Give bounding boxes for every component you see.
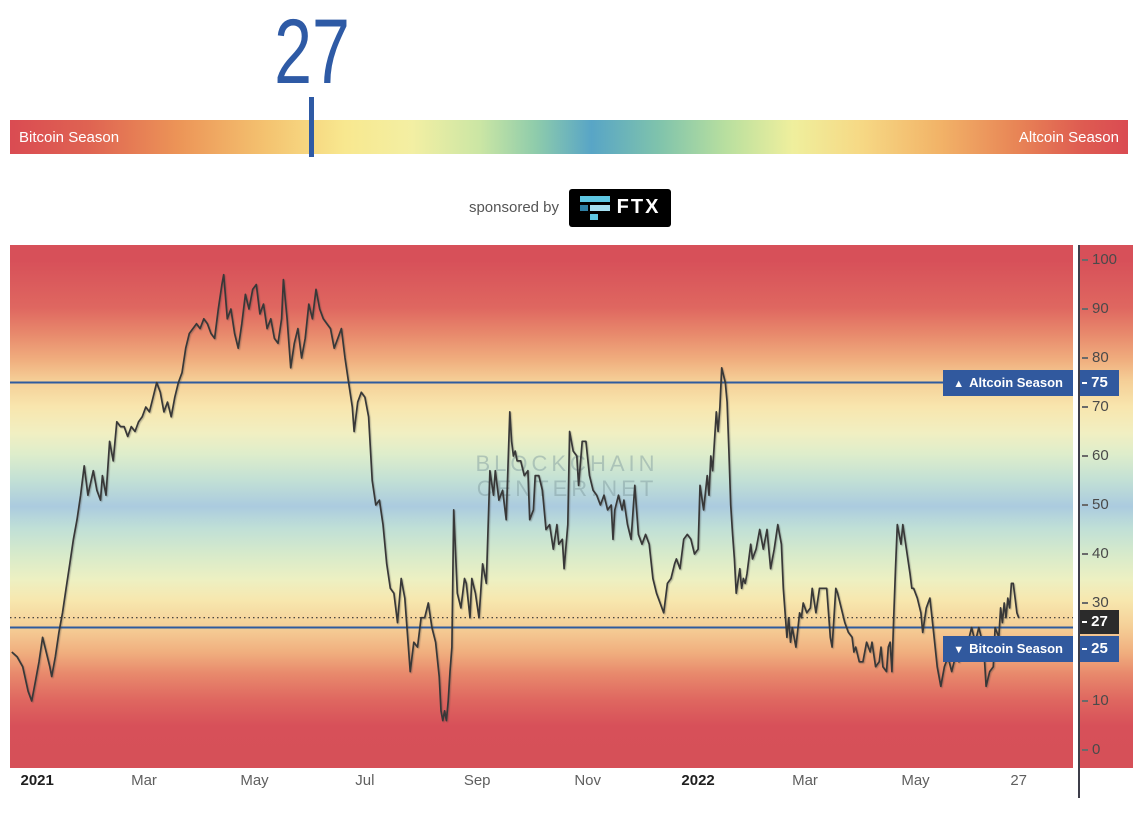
y-tick-mark: [1082, 602, 1088, 604]
bitcoin-season-threshold-label: ▼ Bitcoin Season: [943, 635, 1073, 662]
y-tick-label: 60: [1092, 447, 1109, 464]
x-tick-label: May: [240, 772, 269, 789]
up-triangle-icon: ▲: [953, 377, 965, 390]
x-tick-label: May: [901, 772, 930, 789]
altcoin-threshold-text: Altcoin Season: [969, 374, 1063, 390]
y-tick-mark: [1082, 553, 1088, 555]
sponsored-by-text: sponsored by: [468, 199, 560, 216]
down-triangle-icon: ▼: [953, 643, 965, 656]
season-gauge: Bitcoin Season Altcoin Season: [10, 120, 1128, 154]
x-tick-label: Mar: [131, 772, 157, 789]
y-tick-mark: [1082, 455, 1088, 457]
y-tick-label: 0: [1092, 741, 1101, 758]
y-tick-label: 100: [1092, 251, 1118, 268]
x-tick-label: 2022: [681, 772, 715, 789]
ftx-logo-text: FTX: [616, 196, 661, 218]
current-value-chip: 27: [1080, 609, 1119, 634]
x-tick-label: 27: [1010, 772, 1028, 789]
y-tick-label: 10: [1092, 692, 1109, 709]
x-tick-label: 2021: [20, 772, 54, 789]
axis-gap: [1073, 245, 1080, 768]
y-tick-mark: [1082, 504, 1088, 506]
y-tick-mark: [1082, 357, 1088, 359]
series-line: [11, 273, 1020, 722]
x-tick-label: Jul: [355, 772, 375, 789]
x-tick-label: Mar: [792, 772, 818, 789]
y-tick-mark: [1082, 749, 1088, 751]
y-tick-label: 80: [1092, 349, 1109, 366]
x-tick-label: Nov: [574, 772, 602, 789]
axis-background-strip: [1080, 245, 1133, 768]
y-axis-line: [1078, 245, 1080, 798]
bitcoin-threshold-text: Bitcoin Season: [969, 640, 1063, 656]
x-tick-label: Sep: [463, 772, 491, 789]
y-tick-label: 70: [1092, 398, 1109, 415]
y-tick-label: 50: [1092, 496, 1109, 513]
sponsor-row: sponsored by FTX: [0, 188, 1140, 227]
y-tick-mark: [1082, 259, 1088, 261]
y-tick-mark: [1082, 700, 1088, 702]
ftx-logo-icon: [579, 195, 610, 220]
bitcoin-threshold-value: 25: [1080, 635, 1119, 662]
gauge-label-altcoin-season: Altcoin Season: [1018, 128, 1119, 146]
chart-background: [10, 245, 1073, 768]
y-tick-mark: [1082, 406, 1088, 408]
gauge-marker: [309, 97, 315, 157]
altcoin-threshold-value: 75: [1080, 369, 1119, 396]
y-tick-mark: [1082, 308, 1088, 310]
y-tick-label: 30: [1092, 594, 1109, 611]
y-tick-label: 90: [1092, 300, 1109, 317]
gauge-label-bitcoin-season: Bitcoin Season: [19, 128, 120, 146]
ftx-logo-link[interactable]: FTX: [569, 188, 672, 227]
y-tick-label: 40: [1092, 545, 1109, 562]
watermark-line1: BLOCKCHAIN: [475, 451, 659, 476]
chart-canvas[interactable]: [10, 245, 1073, 768]
altcoin-season-threshold-label: ▲ Altcoin Season: [943, 369, 1073, 396]
current-index-value: 27: [273, 1, 350, 103]
